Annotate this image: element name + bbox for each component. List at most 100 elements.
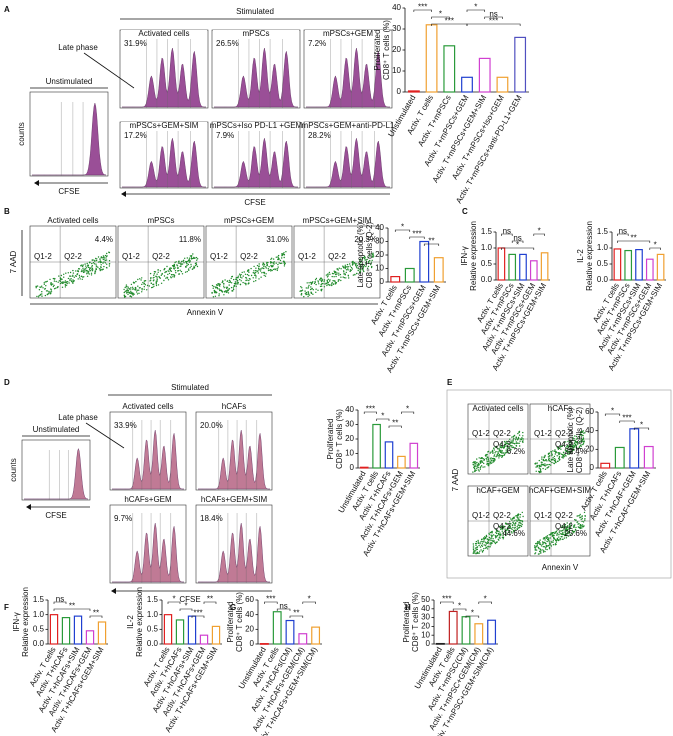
event-dot <box>136 289 139 291</box>
event-dot <box>126 288 128 290</box>
event-dot <box>563 537 566 539</box>
event-dot <box>551 461 553 464</box>
event-dot <box>551 535 554 537</box>
y-tick-label: 0 <box>426 639 431 648</box>
event-dot <box>541 458 543 460</box>
event-dot <box>516 520 518 522</box>
event-dot <box>70 278 72 280</box>
event-dot <box>168 272 171 275</box>
event-dot <box>361 261 363 263</box>
event-dot <box>72 269 74 272</box>
event-dot <box>305 293 307 296</box>
significance-bracket <box>466 9 486 12</box>
event-dot <box>240 280 242 282</box>
event-dot <box>271 269 273 272</box>
event-dot <box>565 455 567 457</box>
title-bg <box>213 30 299 39</box>
event-dot <box>53 280 56 282</box>
event-dot <box>141 283 143 286</box>
event-dot <box>263 274 265 277</box>
event-dot <box>215 286 217 288</box>
event-dot <box>331 282 333 284</box>
event-dot <box>496 535 498 537</box>
event-dot <box>542 467 544 470</box>
event-dot <box>63 276 65 278</box>
event-dot <box>479 550 481 552</box>
event-dot <box>170 277 172 279</box>
event-dot <box>61 282 63 285</box>
event-dot <box>475 463 477 465</box>
event-dot <box>483 537 485 539</box>
event-dot <box>552 539 554 541</box>
event-dot <box>580 518 582 521</box>
event-dot <box>515 437 517 439</box>
event-dot <box>106 263 108 265</box>
event-dot <box>500 446 503 449</box>
event-dot <box>544 454 546 457</box>
event-dot <box>581 438 583 440</box>
event-dot <box>305 287 307 289</box>
event-dot <box>41 285 43 287</box>
quadrant-label: Q2-2 <box>555 429 573 438</box>
event-dot <box>304 292 306 295</box>
event-dot <box>128 292 130 294</box>
event-dot <box>574 528 577 531</box>
event-dot <box>500 534 502 536</box>
event-dot <box>534 552 537 554</box>
event-dot <box>359 270 361 272</box>
event-dot <box>36 285 39 287</box>
event-dot <box>105 257 107 259</box>
event-dot <box>571 449 574 451</box>
event-dot <box>552 457 554 459</box>
gate-percent: 18.4% <box>200 514 223 523</box>
event-dot <box>82 271 85 274</box>
event-dot <box>151 286 153 289</box>
event-dot <box>161 273 163 275</box>
event-dot <box>565 534 568 536</box>
event-dot <box>52 283 54 285</box>
event-dot <box>270 264 272 267</box>
event-dot <box>501 451 503 453</box>
event-dot <box>186 264 188 267</box>
event-dot <box>281 254 284 256</box>
event-dot <box>552 536 555 539</box>
event-dot <box>548 541 551 543</box>
event-dot <box>582 437 585 439</box>
event-dot <box>139 287 141 289</box>
event-dot <box>553 534 555 537</box>
event-dot <box>104 262 107 264</box>
event-dot <box>258 269 260 271</box>
event-dot <box>309 288 312 291</box>
event-dot <box>138 289 140 291</box>
event-dot <box>509 444 512 446</box>
event-dot <box>550 464 552 466</box>
event-dot <box>345 271 347 274</box>
event-dot <box>549 543 551 545</box>
event-dot <box>505 449 507 451</box>
event-dot <box>538 465 541 467</box>
quadrant-label: Q1-2 <box>534 511 552 520</box>
significance-bracket <box>466 23 521 26</box>
event-dot <box>492 459 495 462</box>
quadrant-label: Q2-2 <box>240 252 258 261</box>
y-tick-label: 0 <box>250 639 255 648</box>
event-dot <box>516 528 518 530</box>
event-dot <box>263 265 265 267</box>
event-dot <box>143 288 145 290</box>
event-dot <box>503 446 505 449</box>
event-dot <box>512 435 515 438</box>
event-dot <box>326 283 328 285</box>
event-dot <box>88 269 91 271</box>
significance-bracket <box>53 608 91 611</box>
event-dot <box>474 547 477 549</box>
event-dot <box>55 280 57 283</box>
event-dot <box>181 260 183 263</box>
event-dot <box>241 271 243 274</box>
event-dot <box>476 462 478 464</box>
event-dot <box>505 529 507 532</box>
event-dot <box>255 271 257 274</box>
event-dot <box>517 432 519 435</box>
event-dot <box>344 264 346 266</box>
x-axis-label: CFSE <box>58 187 79 196</box>
event-dot <box>489 463 491 465</box>
